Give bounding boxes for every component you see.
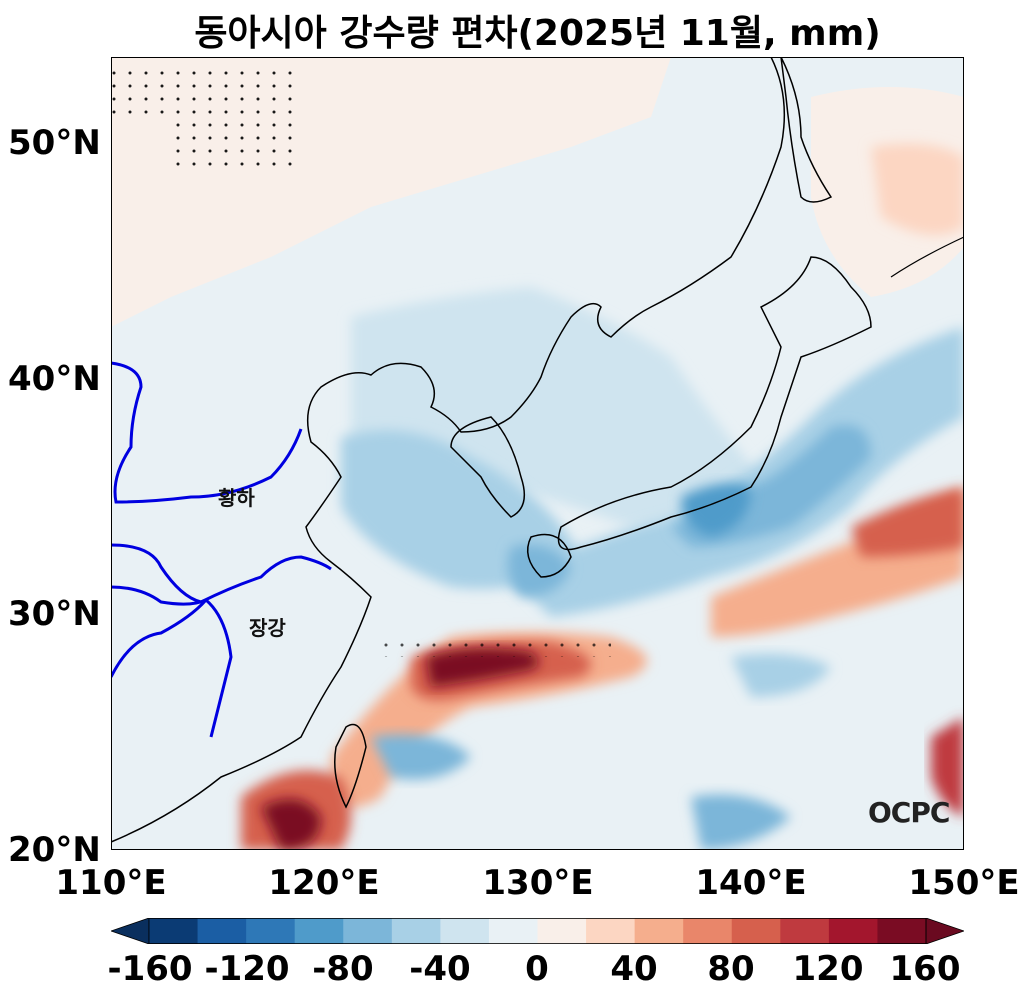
colorbar-segment: [828, 918, 878, 944]
colorbar-segment: [537, 918, 587, 944]
precipitation-anomaly-map: [111, 57, 964, 850]
colorbar-segment: [780, 918, 830, 944]
colorbar-segment: [440, 918, 490, 944]
yellow-river-label: 황하: [218, 486, 255, 510]
colorbar: [111, 918, 964, 944]
colorbar-segment: [488, 918, 538, 944]
colorbar-segment: [391, 918, 441, 944]
colorbar-segment: [343, 918, 393, 944]
colorbar-segment: [586, 918, 636, 944]
lon-tick-label: 150°E: [908, 863, 1020, 903]
ocpc-logo: OCPC: [868, 796, 950, 829]
colorbar-tick-label: 0: [525, 949, 549, 989]
colorbar-under-extend: [111, 918, 150, 944]
colorbar-segment: [294, 918, 344, 944]
colorbar-frame: [148, 918, 927, 944]
colorbar-over-extend: [925, 918, 964, 944]
colorbar-tick-label: 120: [792, 949, 864, 989]
yangtze-river-label: 장강: [249, 616, 286, 640]
lat-tick-label: 20°N: [8, 830, 101, 870]
lon-tick-label: 130°E: [482, 863, 594, 903]
colorbar-tick-label: 160: [889, 949, 961, 989]
colorbar-tick-label: 40: [610, 949, 658, 989]
colorbar-segment: [634, 918, 684, 944]
colorbar-segment: [246, 918, 296, 944]
lon-tick-label: 120°E: [268, 863, 380, 903]
lat-tick-label: 40°N: [8, 359, 101, 399]
colorbar-segment: [731, 918, 781, 944]
map-canvas: [111, 57, 964, 850]
colorbar-segment: [877, 918, 927, 944]
colorbar-tick-label: -80: [312, 949, 374, 989]
lat-tick-label: 30°N: [8, 594, 101, 634]
lat-tick-label: 50°N: [8, 123, 101, 163]
colorbar-tick-label: 80: [707, 949, 755, 989]
colorbar-segment: [683, 918, 733, 944]
colorbar-tick-label: -120: [204, 949, 290, 989]
colorbar-tick-label: -40: [409, 949, 471, 989]
colorbar-segment: [197, 918, 247, 944]
map-title: 동아시아 강수량 편차(2025년 11월, mm): [194, 13, 881, 54]
colorbar-tick-label: -160: [107, 949, 193, 989]
lon-tick-label: 140°E: [695, 863, 807, 903]
lon-tick-label: 110°E: [55, 863, 167, 903]
colorbar-segment: [149, 918, 199, 944]
